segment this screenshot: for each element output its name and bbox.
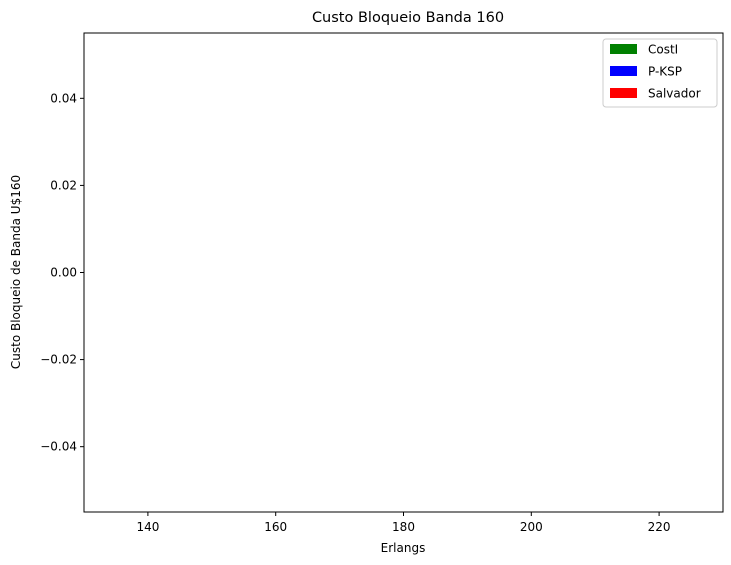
y-tick-label: 0.00 (50, 266, 77, 280)
x-tick-label: 180 (392, 520, 415, 534)
x-tick-label: 200 (520, 520, 543, 534)
y-axis-ticks: 0.04 0.02 0.00 −0.02 −0.04 (40, 91, 84, 454)
legend-label: P-KSP (648, 65, 682, 79)
x-tick-label: 140 (136, 520, 159, 534)
legend-swatch (610, 88, 637, 98)
y-tick-label: −0.04 (40, 440, 77, 454)
legend-label: CostI (648, 43, 678, 57)
x-axis-label: Erlangs (381, 541, 426, 555)
y-tick-label: −0.02 (40, 353, 77, 367)
x-tick-label: 220 (648, 520, 671, 534)
x-axis-ticks: 140 160 180 200 220 (136, 512, 671, 534)
y-tick-label: 0.04 (50, 91, 77, 105)
legend-label: Salvador (648, 87, 701, 101)
chart-title: Custo Bloqueio Banda 160 (312, 10, 504, 26)
legend-swatch (610, 44, 637, 54)
y-tick-label: 0.02 (50, 178, 77, 192)
x-tick-label: 160 (264, 520, 287, 534)
legend-swatch (610, 66, 637, 76)
legend: CostI P-KSP Salvador (602, 38, 718, 108)
y-axis-label: Custo Bloqueio de Banda U$160 (9, 175, 23, 369)
